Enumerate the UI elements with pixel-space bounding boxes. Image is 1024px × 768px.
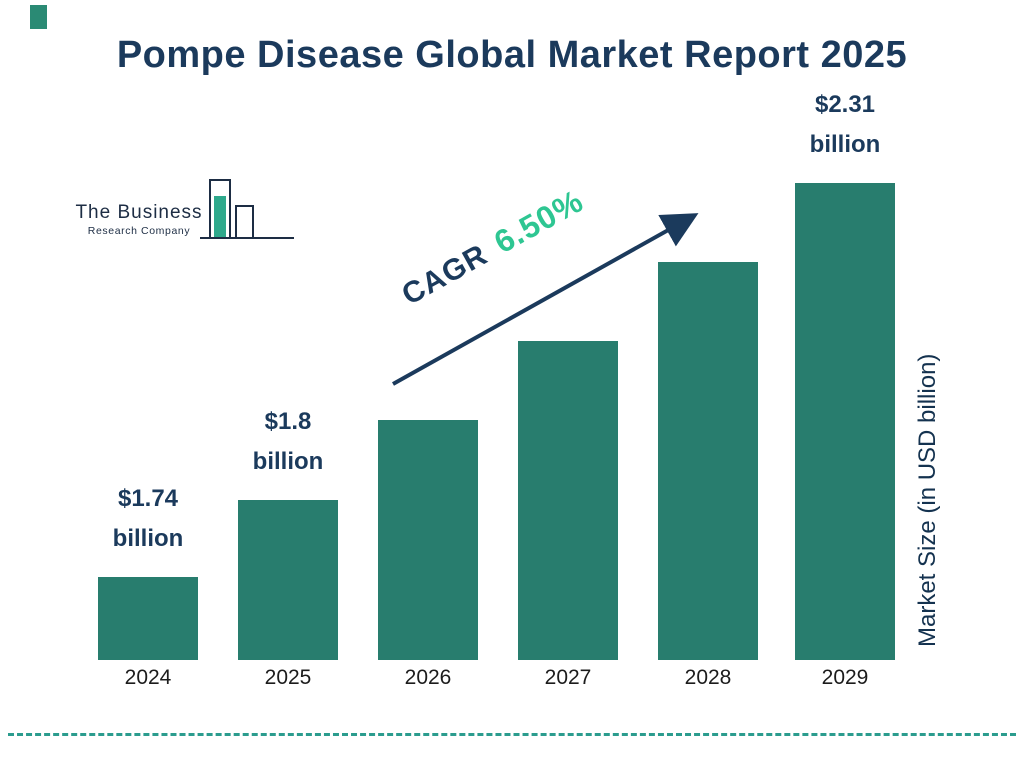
- logo-subname: Research Company: [87, 225, 191, 237]
- bar-2027: [518, 341, 618, 660]
- chart-title: Pompe Disease Global Market Report 2025: [116, 34, 908, 76]
- x-tick-2025: 2025: [264, 666, 312, 689]
- bar-2025: [238, 500, 338, 660]
- logo-bars-icon: [200, 179, 294, 239]
- logo-text: The Business Research Company: [74, 202, 204, 237]
- bar-2029: [795, 183, 895, 660]
- y-axis-label: Market Size (in USD billion): [914, 353, 941, 647]
- company-logo: The Business Research Company: [74, 178, 294, 248]
- value-label-2024: $1.74 billion: [112, 485, 184, 552]
- x-tick-2028: 2028: [684, 666, 732, 689]
- x-tick-2026: 2026: [404, 666, 452, 689]
- bottom-dashed-line: [8, 733, 1016, 736]
- bar-2028: [658, 262, 758, 660]
- value-label-2025: $1.8 billion: [252, 408, 324, 475]
- bar-2024: [98, 577, 198, 660]
- corner-accent-block: [30, 5, 47, 29]
- x-tick-2027: 2027: [544, 666, 592, 689]
- bar-2026: [378, 420, 478, 660]
- x-tick-2024: 2024: [124, 666, 172, 689]
- logo-name: The Business: [75, 202, 203, 223]
- value-label-2029: $2.31 billion: [809, 91, 881, 158]
- x-tick-2029: 2029: [821, 666, 869, 689]
